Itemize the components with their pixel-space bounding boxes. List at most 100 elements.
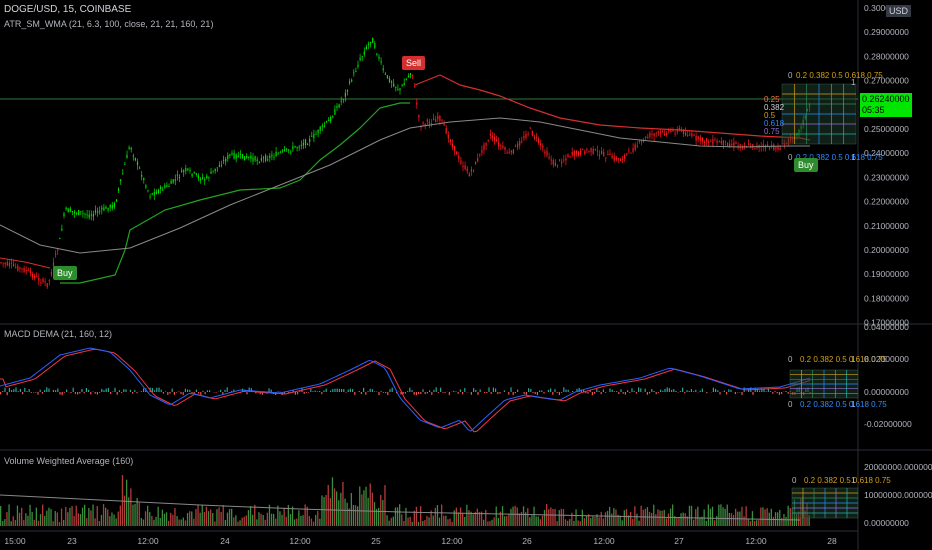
candle-body xyxy=(111,204,113,209)
candle-body xyxy=(355,70,357,72)
volume-pane[interactable] xyxy=(0,475,810,526)
volume-bar xyxy=(264,519,266,526)
volume-bar xyxy=(613,508,615,526)
candle-body xyxy=(147,190,149,192)
macd-histogram-bar xyxy=(616,391,618,392)
macd-histogram-bar xyxy=(360,392,362,395)
macd-histogram-bar xyxy=(103,390,105,392)
volume-bar xyxy=(512,506,514,526)
macd-histogram-bar xyxy=(657,392,659,393)
candle-body xyxy=(533,137,535,139)
candle-body xyxy=(477,158,479,162)
currency-badge[interactable]: USD xyxy=(886,5,912,17)
volume-tick-label: 20000000.00000000 xyxy=(864,462,932,472)
volume-bar xyxy=(594,516,596,526)
macd-histogram-bar xyxy=(730,389,732,392)
candle-body xyxy=(710,140,712,142)
candle-body xyxy=(454,145,456,151)
symbol-title[interactable]: DOGE/USD, 15, COINBASE xyxy=(4,4,132,15)
volume-bar xyxy=(302,515,304,526)
macd-histogram-bar xyxy=(261,392,263,395)
candle-body xyxy=(739,144,741,148)
volume-bar xyxy=(630,511,632,526)
volume-bar xyxy=(111,512,113,526)
candle-body xyxy=(775,147,777,150)
macd-histogram-bar xyxy=(319,390,321,392)
candle-body xyxy=(342,98,344,100)
price-tick-label: 0.21000000 xyxy=(864,221,909,231)
price-pane[interactable] xyxy=(0,37,811,290)
macd-histogram-bar xyxy=(231,391,233,392)
macd-histogram-bar xyxy=(631,388,633,392)
candle-body xyxy=(577,151,580,156)
volume-bar xyxy=(67,512,69,526)
volume-bar xyxy=(191,511,193,526)
macd-histogram-bar xyxy=(741,392,743,396)
macd-title[interactable]: MACD DEMA (21, 160, 12) xyxy=(4,329,113,339)
candle-body xyxy=(8,262,10,267)
volume-bar xyxy=(58,521,61,526)
volume-bar xyxy=(312,521,315,526)
volume-bar xyxy=(470,511,472,526)
candle-body xyxy=(103,207,105,211)
volume-bar xyxy=(201,505,203,526)
candle-body xyxy=(292,146,294,150)
volume-bar xyxy=(474,511,476,526)
candle-body xyxy=(659,132,661,134)
volume-bar xyxy=(294,519,296,526)
macd-line xyxy=(0,347,811,432)
volume-bar xyxy=(296,518,298,526)
macd-pane[interactable] xyxy=(0,347,811,433)
candle-body xyxy=(46,283,48,288)
macd-histogram-bar xyxy=(503,390,505,392)
buy-signal-2[interactable]: Buy xyxy=(794,158,818,172)
volume-bar xyxy=(770,508,772,526)
volume-title[interactable]: Volume Weighted Average (160) xyxy=(4,456,134,466)
macd-histogram-bar xyxy=(330,390,332,392)
volume-bar xyxy=(600,511,602,526)
volume-bar xyxy=(489,521,491,526)
candle-body xyxy=(586,149,588,151)
candle-body xyxy=(313,133,315,139)
volume-bar xyxy=(516,507,518,526)
macd-histogram-bar xyxy=(198,392,200,394)
volume-bar xyxy=(2,520,4,526)
macd-histogram-bar xyxy=(246,392,248,395)
candle-body xyxy=(290,151,292,153)
candle-body xyxy=(521,141,523,143)
candle-body xyxy=(695,135,697,141)
candle-body xyxy=(428,121,430,124)
macd-histogram-bar xyxy=(24,387,26,392)
volume-bar xyxy=(455,507,457,526)
volume-bar xyxy=(424,520,426,526)
candle-body xyxy=(4,263,6,265)
macd-histogram-bar xyxy=(693,391,695,392)
volume-bar xyxy=(109,516,111,526)
fib-left-label: 0.25 xyxy=(764,95,780,104)
volume-bar xyxy=(262,514,264,526)
candle-body xyxy=(651,134,653,136)
macd-histogram-bar xyxy=(558,392,560,396)
macd-histogram-bar xyxy=(510,387,512,392)
volume-bar xyxy=(432,515,434,526)
candle-body xyxy=(603,152,605,157)
volume-bar xyxy=(730,513,733,526)
buy-signal-1[interactable]: Buy xyxy=(53,266,77,280)
candle-body xyxy=(97,211,99,213)
candle-body xyxy=(50,271,52,275)
candle-body xyxy=(613,156,615,161)
macd-histogram-bar xyxy=(250,388,252,392)
sell-signal[interactable]: Sell xyxy=(402,56,426,70)
candle-body xyxy=(504,147,506,150)
indicator-title[interactable]: ATR_SM_WMA (21, 6.3, 100, close, 21, 21,… xyxy=(4,19,214,29)
volume-bar xyxy=(161,509,163,526)
volume-bar xyxy=(648,511,651,526)
macd-tick-label: -0.02000000 xyxy=(864,419,912,429)
macd-histogram-bar xyxy=(644,388,646,392)
macd-histogram-bar xyxy=(539,390,541,392)
candle-body xyxy=(227,155,229,159)
volume-bar xyxy=(65,506,67,526)
volume-bar xyxy=(147,505,149,526)
candle-body xyxy=(630,152,632,154)
